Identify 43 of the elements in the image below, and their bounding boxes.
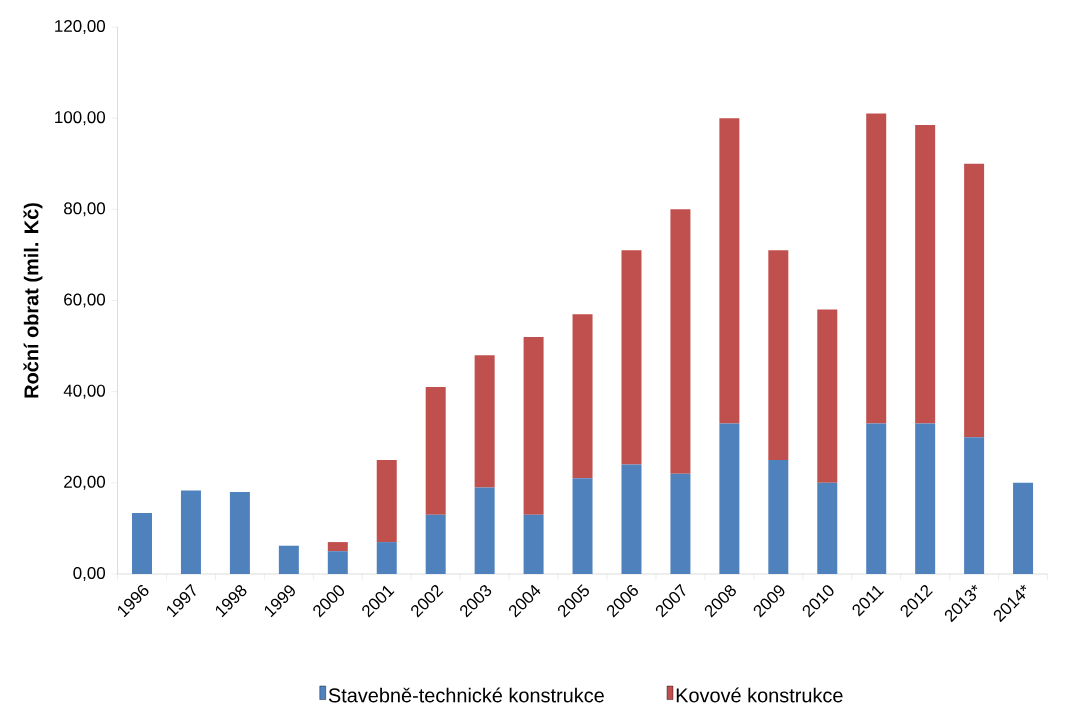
bar — [523, 514, 544, 575]
bar — [817, 309, 838, 483]
bar — [523, 337, 544, 515]
legend-label: Stavebně-technické konstrukce — [328, 687, 604, 703]
bar — [474, 487, 495, 575]
bar — [915, 125, 936, 424]
bar — [572, 478, 593, 575]
bar — [376, 542, 397, 575]
y-tick-label: 80,00 — [64, 202, 106, 217]
bar — [964, 437, 985, 575]
y-axis-title: Roční obrat (mil. Kč) — [23, 203, 43, 398]
bar — [1013, 482, 1034, 575]
bar — [719, 423, 740, 575]
bar — [866, 113, 887, 424]
bar — [621, 464, 642, 575]
y-tick-label: 100,00 — [55, 111, 106, 126]
y-tick-label: 60,00 — [64, 293, 106, 308]
bar — [278, 545, 299, 575]
bar — [229, 492, 250, 575]
bar — [621, 250, 642, 465]
bar — [180, 490, 201, 575]
legend-label: Kovové konstrukce — [676, 687, 843, 703]
bar — [768, 250, 789, 461]
bar — [768, 460, 789, 575]
bar — [425, 514, 446, 575]
bar — [817, 482, 838, 575]
bar — [425, 387, 446, 515]
y-tick-label: 120,00 — [55, 20, 106, 35]
bar — [376, 460, 397, 543]
bar — [474, 355, 495, 488]
bar — [572, 314, 593, 479]
bar — [670, 209, 691, 474]
bar — [866, 423, 887, 575]
y-tick-label: 0,00 — [73, 567, 106, 582]
bar — [132, 513, 153, 575]
bar — [719, 118, 740, 424]
bar — [964, 163, 985, 438]
bar — [327, 551, 348, 575]
y-tick-label: 20,00 — [64, 475, 106, 490]
bar — [327, 542, 348, 552]
bar — [670, 473, 691, 575]
bar — [915, 423, 936, 575]
y-tick-label: 40,00 — [63, 384, 106, 399]
